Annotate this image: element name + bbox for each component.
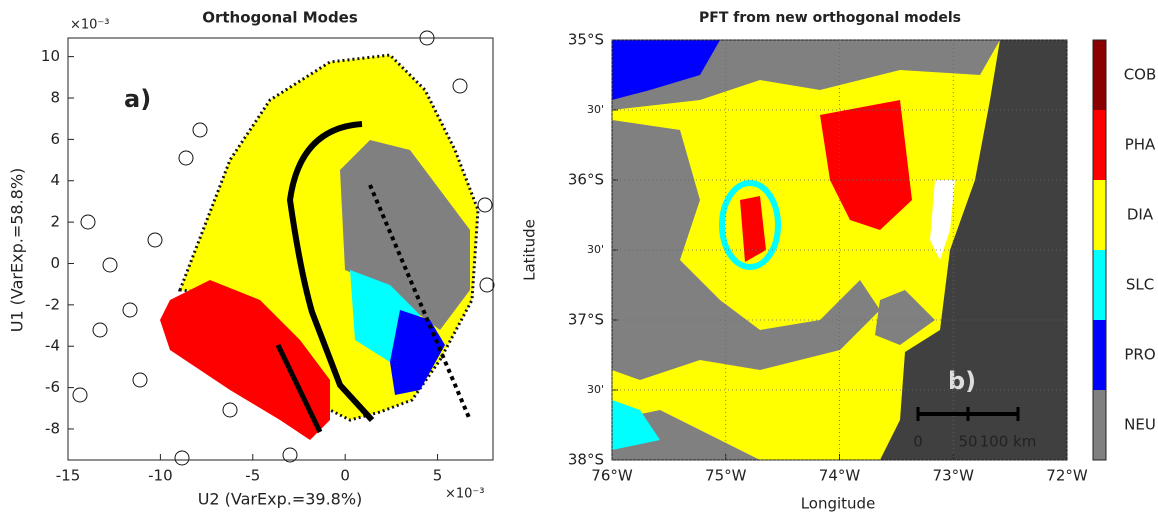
x-tick-label: 0 — [340, 467, 350, 485]
y-tick-label: -6 — [45, 378, 60, 396]
mode-line — [275, 343, 323, 434]
colorbar-segment — [1093, 390, 1106, 460]
pro-cloud — [390, 310, 445, 395]
colorbar-segment — [1093, 110, 1106, 180]
colorbar-segment — [1093, 180, 1106, 250]
x-tick-label: 76°W — [591, 467, 633, 485]
y-tick-label: 8 — [50, 88, 60, 106]
y-tick-label: 37°S — [568, 311, 604, 329]
x-axis-label: U2 (VarExp.=39.8%) — [198, 490, 363, 509]
y-tick-label: 30' — [587, 103, 604, 116]
chart-title: Orthogonal Modes — [202, 9, 358, 27]
legend-label: PRO — [1124, 346, 1155, 364]
colorbar-segment — [1093, 250, 1106, 320]
panel-label: b) — [948, 367, 976, 395]
scale-bar-label: 100 km — [980, 433, 1037, 451]
y-tick-label: 30' — [587, 383, 604, 396]
x-tick-label: 73°W — [933, 467, 975, 485]
mode-curve — [286, 121, 375, 423]
y-tick-label: 35°S — [568, 31, 604, 49]
x-tick-label: 5 — [433, 467, 443, 485]
panel-label: a) — [124, 85, 151, 113]
scale-bar-label: 0 — [913, 433, 923, 451]
y-tick-label: 30' — [587, 243, 604, 256]
colorbar-segment — [1093, 40, 1106, 110]
scale-bar-label: 50 — [958, 433, 977, 451]
colorbar-box — [1092, 39, 1107, 461]
y-tick-label: 2 — [50, 213, 60, 231]
legend-label: COB — [1124, 66, 1157, 84]
y-axis-label: Latitude — [521, 219, 539, 281]
y-tick-label: 6 — [50, 130, 60, 148]
y-multiplier: ×10⁻³ — [70, 18, 110, 33]
legend-label: DIA — [1127, 206, 1154, 224]
legend-label: PHA — [1125, 136, 1156, 154]
x-axis-label: Longitude — [801, 495, 876, 513]
y-tick-label: 10 — [41, 47, 60, 65]
x-tick-label: 75°W — [705, 467, 747, 485]
chart-title: PFT from new orthogonal models — [699, 10, 961, 26]
colorbar-segment — [1093, 320, 1106, 390]
y-tick-label: 38°S — [568, 451, 604, 469]
axes-box — [67, 37, 494, 461]
y-tick-label: -8 — [45, 419, 60, 437]
scatter-clouds — [72, 30, 495, 466]
y-tick-label: -2 — [45, 295, 60, 313]
x-tick-label: 72°W — [1046, 467, 1088, 485]
y-tick-label: 36°S — [568, 171, 604, 189]
y-tick-label: -4 — [45, 337, 60, 355]
x-tick-label: -10 — [148, 467, 173, 485]
mode-line — [368, 184, 472, 421]
x-tick-label: 74°W — [819, 467, 861, 485]
map-fields — [612, 40, 1067, 460]
x-multiplier: ×10⁻³ — [445, 487, 485, 502]
x-tick-label: -5 — [245, 467, 260, 485]
pha-cloud — [160, 280, 330, 440]
y-tick-label: 0 — [50, 254, 60, 272]
x-tick-label: -15 — [56, 467, 81, 485]
y-tick-label: 4 — [50, 171, 60, 189]
y-axis-label: U1 (VarExp.=58.8%) — [8, 168, 27, 333]
legend-label: NEU — [1124, 416, 1156, 434]
legend-label: SLC — [1126, 276, 1154, 294]
